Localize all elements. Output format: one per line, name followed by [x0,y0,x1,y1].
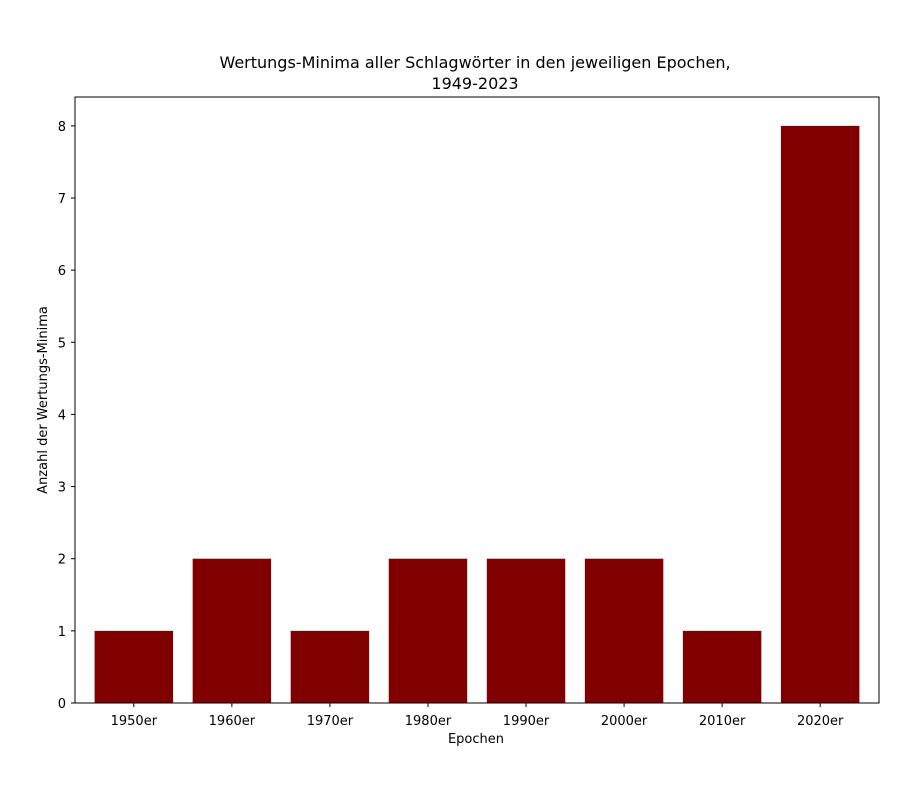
y-axis-ticks: 0 1 2 3 4 5 6 7 8 [58,120,75,712]
bars-group [94,125,860,704]
x-tick-label-2020er: 2020er [797,714,844,729]
bar-1950er [94,630,174,703]
y-tick-label: 5 [58,336,66,351]
bar-1970er [290,630,370,703]
y-tick-label: 2 [58,553,66,568]
x-tick-label-1970er: 1970er [307,714,354,729]
bar-1990er [486,558,566,703]
x-axis-ticks: 1950er 1960er 1970er 1980er 1990er 2000er 2010… [111,703,844,729]
y-tick-label: 7 [58,192,66,207]
bar-1960er [192,558,272,703]
y-tick-label: 0 [58,697,66,712]
chart-title-line-2: 1949-2023 [431,74,518,93]
bar-2000er [584,558,664,703]
y-tick-label: 6 [58,264,66,279]
x-tick-label-2010er: 2010er [699,714,746,729]
bar-1980er [388,558,468,703]
y-tick-label: 3 [58,481,66,496]
bar-2020er [780,125,860,704]
y-tick-label: 4 [58,408,66,423]
y-tick-label: 1 [58,625,66,640]
chart-title-line-1: Wertungs-Minima aller Schlagwörter in de… [219,53,730,72]
x-tick-label-1980er: 1980er [405,714,452,729]
x-tick-label-2000er: 2000er [601,714,648,729]
x-tick-label-1990er: 1990er [503,714,550,729]
x-axis-label: Epochen [448,732,504,747]
x-tick-label-1960er: 1960er [209,714,256,729]
x-tick-label-1950er: 1950er [111,714,158,729]
bar-2010er [682,630,762,703]
y-axis-label: Anzahl der Wertungs-Minima [36,306,51,494]
y-tick-label: 8 [58,120,66,135]
plot-frame [74,96,880,704]
